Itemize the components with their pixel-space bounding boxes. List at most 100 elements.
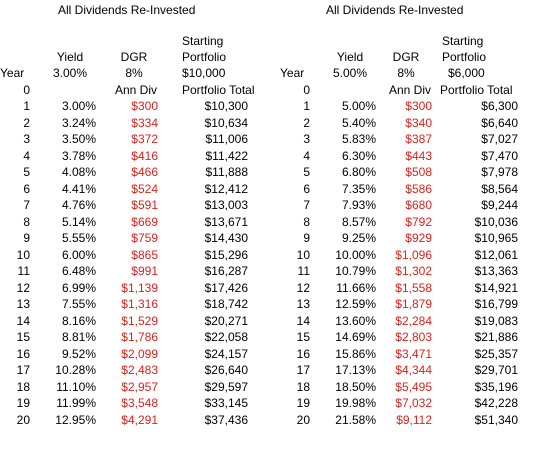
yield-cell: 13.60% <box>335 314 376 328</box>
portfolio-total-cell: $19,083 <box>474 314 518 328</box>
yield-cell: 10.79% <box>335 264 376 278</box>
year-zero: 0 <box>23 83 30 97</box>
yield-cell: 8.81% <box>61 330 96 344</box>
year-cell: 17 <box>296 363 310 377</box>
yield-cell: 6.48% <box>61 264 96 278</box>
year-cell: 4 <box>303 149 310 163</box>
yield-cell: 3.78% <box>61 149 96 163</box>
yield-cell: 6.30% <box>341 149 376 163</box>
table-title: All Dividends Re-Invested <box>58 3 196 17</box>
yield-cell: 10.28% <box>55 363 96 377</box>
yield-cell: 5.40% <box>341 116 376 130</box>
portfolio-total-cell: $12,061 <box>474 248 518 262</box>
annual-dividend-cell: $3,548 <box>121 396 158 410</box>
annual-dividend-cell: $759 <box>131 231 158 245</box>
yield-cell: 21.58% <box>335 413 376 427</box>
portfolio-total-cell: $20,271 <box>204 314 248 328</box>
annual-dividend-cell: $1,139 <box>121 281 158 295</box>
annual-dividend-cell: $1,529 <box>121 314 158 328</box>
annual-dividend-cell: $669 <box>131 215 158 229</box>
year-cell: 18 <box>16 380 30 394</box>
portfolio-total-cell: $14,921 <box>474 281 518 295</box>
yield-cell: 15.86% <box>335 347 376 361</box>
yield-cell: 11.99% <box>56 396 96 410</box>
year-cell: 9 <box>23 231 30 245</box>
starting-portfolio-value: $6,000 <box>448 66 485 80</box>
year-cell: 4 <box>23 149 30 163</box>
year-cell: 6 <box>23 182 30 196</box>
annual-dividend-cell: $1,879 <box>395 297 432 311</box>
year-cell: 12 <box>296 281 310 295</box>
portfolio-total-cell: $10,634 <box>204 116 248 130</box>
year-cell: 11 <box>297 264 310 278</box>
year-cell: 11 <box>17 264 30 278</box>
year-cell: 2 <box>303 116 310 130</box>
year-cell: 2 <box>23 116 30 130</box>
year-cell: 14 <box>296 314 310 328</box>
yield-cell: 6.99% <box>61 281 96 295</box>
left-table: All Dividends Re-Invested Starting Yield… <box>0 0 270 460</box>
annual-dividend-cell: $1,786 <box>121 330 158 344</box>
portfolio-total-cell: $16,799 <box>474 297 518 311</box>
yield-cell: 6.00% <box>61 248 96 262</box>
dgr-value: 8% <box>125 66 143 80</box>
annual-dividend-cell: $991 <box>131 264 158 278</box>
portfolio-total-cell: $11,422 <box>205 149 249 163</box>
starting-portfolio-value: $10,000 <box>182 66 226 80</box>
annual-dividend-cell: $508 <box>405 165 432 179</box>
portfolio-total-cell: $29,597 <box>204 380 248 394</box>
yield-cell: 12.59% <box>335 297 376 311</box>
year-cell: 16 <box>296 347 310 361</box>
yield-cell: 4.76% <box>61 198 96 212</box>
yield-cell: 8.16% <box>61 314 96 328</box>
right-table: All Dividends Re-Invested Starting Yield… <box>280 0 550 460</box>
portfolio-total-cell: $6,300 <box>481 99 518 113</box>
annual-dividend-cell: $5,495 <box>395 380 432 394</box>
portfolio-total-cell: $18,742 <box>204 297 248 311</box>
annual-dividend-cell: $1,302 <box>395 264 432 278</box>
annual-dividend-cell: $334 <box>131 116 158 130</box>
year-cell: 7 <box>303 198 310 212</box>
portfolio-total-cell: $22,058 <box>204 330 248 344</box>
portfolio-total-cell: $9,244 <box>481 198 518 212</box>
year-cell: 6 <box>303 182 310 196</box>
year-cell: 5 <box>303 165 310 179</box>
yield-cell: 3.00% <box>61 99 96 113</box>
year-zero: 0 <box>303 83 310 97</box>
yield-label: Yield <box>336 50 364 64</box>
yield-cell: 5.14% <box>61 215 96 229</box>
portfolio-total-cell: $26,640 <box>204 363 248 377</box>
yield-cell: 7.35% <box>341 182 376 196</box>
annual-dividend-cell: $2,957 <box>121 380 158 394</box>
year-cell: 18 <box>296 380 310 394</box>
annual-dividend-cell: $524 <box>131 182 158 196</box>
annual-dividend-cell: $466 <box>131 165 158 179</box>
yield-cell: 12.95% <box>55 413 96 427</box>
starting-label: Starting <box>442 34 484 48</box>
portfolio-total-cell: $10,965 <box>474 231 518 245</box>
annual-dividend-cell: $1,316 <box>121 297 158 311</box>
portfolio-total-cell: $6,640 <box>481 116 518 130</box>
yield-cell: 8.57% <box>341 215 376 229</box>
yield-value: 3.00% <box>52 66 88 80</box>
portfolio-total-cell: $13,363 <box>474 264 518 278</box>
portfolio-total-cell: $15,296 <box>204 248 248 262</box>
portfolio-total-cell: $33,145 <box>204 396 248 410</box>
portfolio-total-label: Portfolio Total <box>440 83 513 97</box>
portfolio-total-cell: $51,340 <box>474 413 518 427</box>
portfolio-total-cell: $10,036 <box>474 215 518 229</box>
portfolio-total-cell: $42,228 <box>474 396 518 410</box>
portfolio-total-cell: $7,027 <box>481 132 518 146</box>
portfolio-total-cell: $16,287 <box>204 264 248 278</box>
yield-cell: 4.08% <box>61 165 96 179</box>
annual-dividend-cell: $416 <box>131 149 158 163</box>
year-cell: 20 <box>16 413 30 427</box>
yield-cell: 10.00% <box>335 248 376 262</box>
year-cell: 7 <box>23 198 30 212</box>
yield-cell: 18.50% <box>335 380 376 394</box>
yield-cell: 3.50% <box>61 132 96 146</box>
year-cell: 19 <box>16 396 30 410</box>
year-cell: 19 <box>296 396 310 410</box>
table-title: All Dividends Re-Invested <box>326 3 464 17</box>
portfolio-label: Portfolio <box>442 50 487 64</box>
